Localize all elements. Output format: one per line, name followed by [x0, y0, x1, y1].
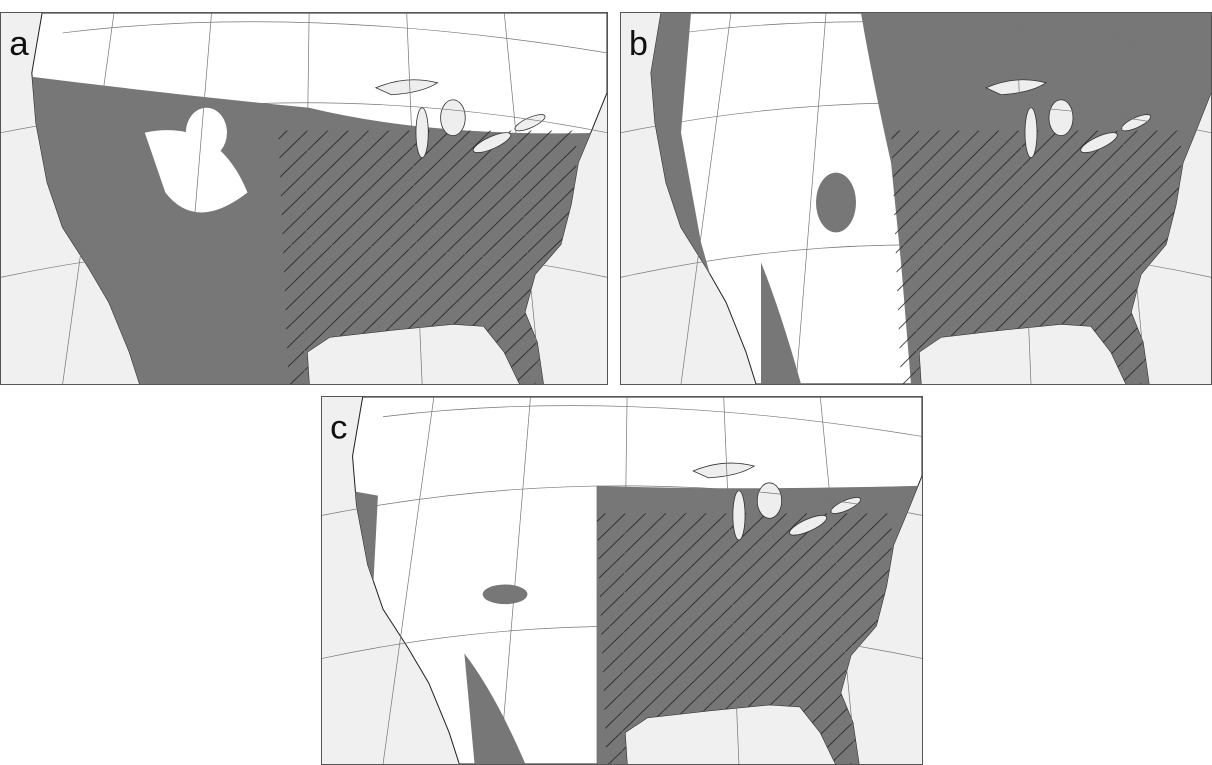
panel-label: c [330, 409, 347, 446]
map-panel: b [620, 12, 1212, 385]
map: b [621, 13, 1211, 384]
map-panel: c [321, 396, 923, 765]
map: c [322, 397, 922, 764]
figure: a b c (() => { const data = JSON.parse [0, 0, 1212, 765]
map-panel: a [0, 12, 608, 385]
panel-label: b [629, 25, 648, 63]
map: a [1, 13, 607, 384]
panel-label: a [9, 25, 29, 62]
